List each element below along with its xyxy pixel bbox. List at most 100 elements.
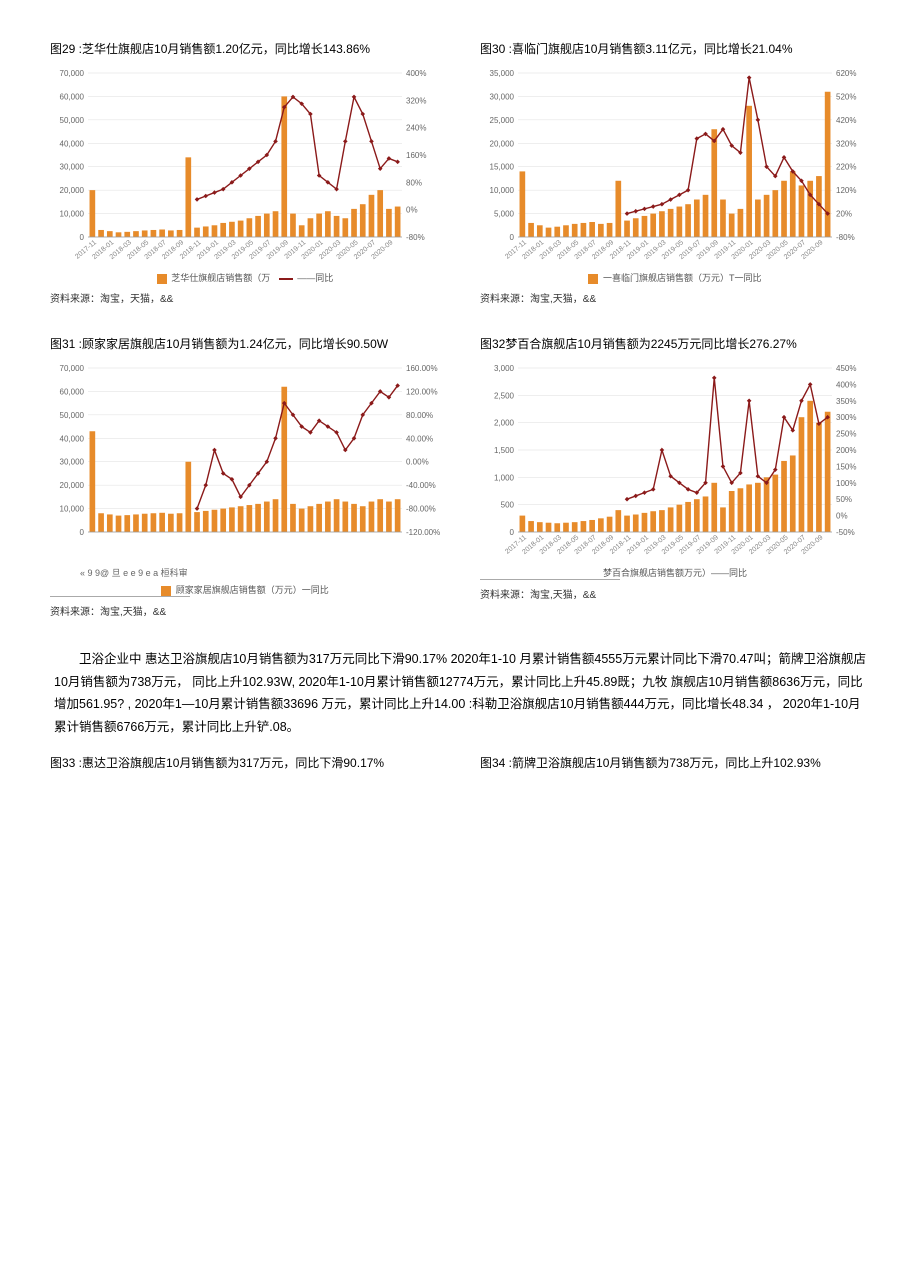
svg-text:350%: 350% — [836, 397, 856, 406]
svg-text:2,000: 2,000 — [494, 419, 515, 428]
chart-32-legend: 梦百合旗舰店销售额万元）——同比 — [480, 566, 870, 579]
chart-33-title: 图33 :惠达卫浴旗舰店10月销售额为317万元，同比下滑90.17% — [50, 754, 440, 771]
svg-text:50%: 50% — [836, 495, 852, 504]
chart-row-2: 图31 :顾家家居旗舰店10月销售额为1.24亿元，同比增长90.50W 0 10… — [50, 335, 870, 618]
svg-text:120%: 120% — [836, 186, 856, 195]
svg-text:400%: 400% — [406, 69, 426, 78]
svg-text:70,000: 70,000 — [60, 364, 85, 373]
svg-text:30,000: 30,000 — [490, 92, 515, 101]
svg-text:520%: 520% — [836, 92, 856, 101]
svg-text:20,000: 20,000 — [60, 186, 85, 195]
svg-text:220%: 220% — [836, 163, 856, 172]
svg-text:20%: 20% — [836, 210, 852, 219]
svg-text:15,000: 15,000 — [490, 163, 515, 172]
svg-text:2,500: 2,500 — [494, 391, 515, 400]
svg-text:3,000: 3,000 — [494, 364, 515, 373]
svg-text:200%: 200% — [836, 446, 856, 455]
svg-text:0: 0 — [80, 233, 85, 242]
body-paragraph: 卫浴企业中 惠达卫浴旗舰店10月销售额为317万元同比下滑90.17% 2020… — [50, 648, 870, 738]
chart-34-title: 图34 :箭牌卫浴旗舰店10月销售额为738万元，同比上升102.93% — [480, 754, 870, 771]
svg-text:620%: 620% — [836, 69, 856, 78]
chart-32-area: 05001,0001,5002,0002,5003,000-50%0%50%10… — [480, 362, 870, 562]
svg-text:40,000: 40,000 — [60, 434, 85, 443]
svg-text:-40.00%: -40.00% — [406, 481, 436, 490]
chart-31-title: 图31 :顾家家居旗舰店10月销售额为1.24亿元，同比增长90.50W — [50, 335, 440, 352]
svg-text:40,000: 40,000 — [60, 139, 85, 148]
chart-34-block: 图34 :箭牌卫浴旗舰店10月销售额为738万元，同比上升102.93% — [480, 754, 870, 781]
source-divider — [480, 579, 620, 580]
svg-text:0: 0 — [510, 528, 515, 537]
svg-text:10,000: 10,000 — [60, 210, 85, 219]
chart-30-legend: 一喜临门旗舰店销售额（万元）T一同比 — [480, 271, 870, 284]
svg-text:30,000: 30,000 — [60, 163, 85, 172]
svg-text:-50%: -50% — [836, 528, 855, 537]
svg-text:0%: 0% — [406, 206, 418, 215]
svg-text:1,000: 1,000 — [494, 473, 515, 482]
svg-text:-80.00%: -80.00% — [406, 505, 436, 514]
svg-text:160%: 160% — [406, 151, 426, 160]
svg-text:120.00%: 120.00% — [406, 387, 438, 396]
svg-text:20,000: 20,000 — [60, 481, 85, 490]
svg-text:320%: 320% — [836, 139, 856, 148]
legend-bar-icon — [157, 274, 167, 284]
svg-text:0.00%: 0.00% — [406, 458, 429, 467]
svg-text:5,000: 5,000 — [494, 210, 515, 219]
chart-31-block: 图31 :顾家家居旗舰店10月销售额为1.24亿元，同比增长90.50W 0 10… — [50, 335, 440, 618]
svg-text:10,000: 10,000 — [490, 186, 515, 195]
svg-text:25,000: 25,000 — [490, 116, 515, 125]
svg-text:10,000: 10,000 — [60, 505, 85, 514]
svg-text:240%: 240% — [406, 124, 426, 133]
chart-29-legend: 芝华仕旗舰店销售额（万 ——同比 — [50, 271, 440, 284]
chart-32-source: 资料来源：淘宝,天猫，&& — [480, 586, 870, 601]
legend-line-icon — [279, 278, 293, 280]
chart-29-block: 图29 :芝华仕旗舰店10月销售额1.20亿元，同比增长143.86% 0 10,… — [50, 40, 440, 305]
svg-text:80%: 80% — [406, 178, 422, 187]
svg-text:320%: 320% — [406, 96, 426, 105]
chart-29-source: 资料来源：淘宝，天猫，&& — [50, 290, 440, 305]
chart-30-block: 图30 :喜临门旗舰店10月销售额3.11亿元，同比增长21.04% 0 5,00… — [480, 40, 870, 305]
chart-29-title: 图29 :芝华仕旗舰店10月销售额1.20亿元，同比增长143.86% — [50, 40, 440, 57]
chart-32-legend-bar: 梦百合旗舰店销售额万元）——同比 — [603, 568, 747, 578]
chart-29-legend-line: ——同比 — [297, 273, 333, 283]
svg-text:60,000: 60,000 — [60, 92, 85, 101]
svg-text:250%: 250% — [836, 430, 856, 439]
chart-row-1: 图29 :芝华仕旗舰店10月销售额1.20亿元，同比增长143.86% 0 10,… — [50, 40, 870, 305]
chart-32-title: 图32梦百合旗舰店10月销售额为2245万元同比增长276.27% — [480, 335, 870, 352]
svg-text:-120.00%: -120.00% — [406, 528, 440, 537]
svg-text:500: 500 — [501, 501, 515, 510]
chart-30-legend-bar: 一喜临门旗舰店销售额（万元）T一同比 — [603, 273, 762, 283]
svg-text:20,000: 20,000 — [490, 139, 515, 148]
svg-text:0: 0 — [510, 233, 515, 242]
svg-text:160.00%: 160.00% — [406, 364, 438, 373]
chart-29-area: 0 10,000 20,000 30,000 40,000 50,000 60,000 70,… — [50, 67, 440, 267]
svg-text:400%: 400% — [836, 380, 856, 389]
legend-bar-icon — [161, 586, 171, 596]
svg-text:100%: 100% — [836, 479, 856, 488]
chart-29-legend-bar: 芝华仕旗舰店销售额（万 — [171, 273, 270, 283]
chart-31-area: 010,00020,00030,00040,00050,00060,00070,… — [50, 362, 440, 562]
source-divider — [50, 596, 190, 597]
svg-text:0: 0 — [80, 528, 85, 537]
chart-30-area: 0 5,000 10,000 15,000 20,000 25,000 30,000 35,0… — [480, 67, 870, 267]
svg-text:150%: 150% — [836, 462, 856, 471]
svg-text:420%: 420% — [836, 116, 856, 125]
svg-text:-80%: -80% — [836, 233, 855, 242]
svg-text:70,000: 70,000 — [60, 69, 85, 78]
svg-text:35,000: 35,000 — [490, 69, 515, 78]
legend-bar-icon — [588, 274, 598, 284]
svg-text:1,500: 1,500 — [494, 446, 515, 455]
svg-text:50,000: 50,000 — [60, 411, 85, 420]
chart-31-legend-bar: 顾家家居旗舰店销售额（万元）一同比 — [176, 585, 329, 595]
chart-30-title: 图30 :喜临门旗舰店10月销售额3.11亿元，同比增长21.04% — [480, 40, 870, 57]
svg-text:450%: 450% — [836, 364, 856, 373]
chart-31-xlabel-alt: « 9 9@ 旦 e e 9 e a 桓科审 — [80, 566, 440, 579]
chart-30-source: 资料来源：淘宝,天猫，&& — [480, 290, 870, 305]
svg-text:-80%: -80% — [406, 233, 425, 242]
svg-text:30,000: 30,000 — [60, 458, 85, 467]
chart-31-source: 资料来源：淘宝,天猫，&& — [50, 603, 440, 618]
svg-text:80.00%: 80.00% — [406, 411, 433, 420]
svg-text:300%: 300% — [836, 413, 856, 422]
svg-text:40.00%: 40.00% — [406, 434, 433, 443]
svg-text:50,000: 50,000 — [60, 116, 85, 125]
chart-row-3: 图33 :惠达卫浴旗舰店10月销售额为317万元，同比下滑90.17% 图34 … — [50, 754, 870, 781]
